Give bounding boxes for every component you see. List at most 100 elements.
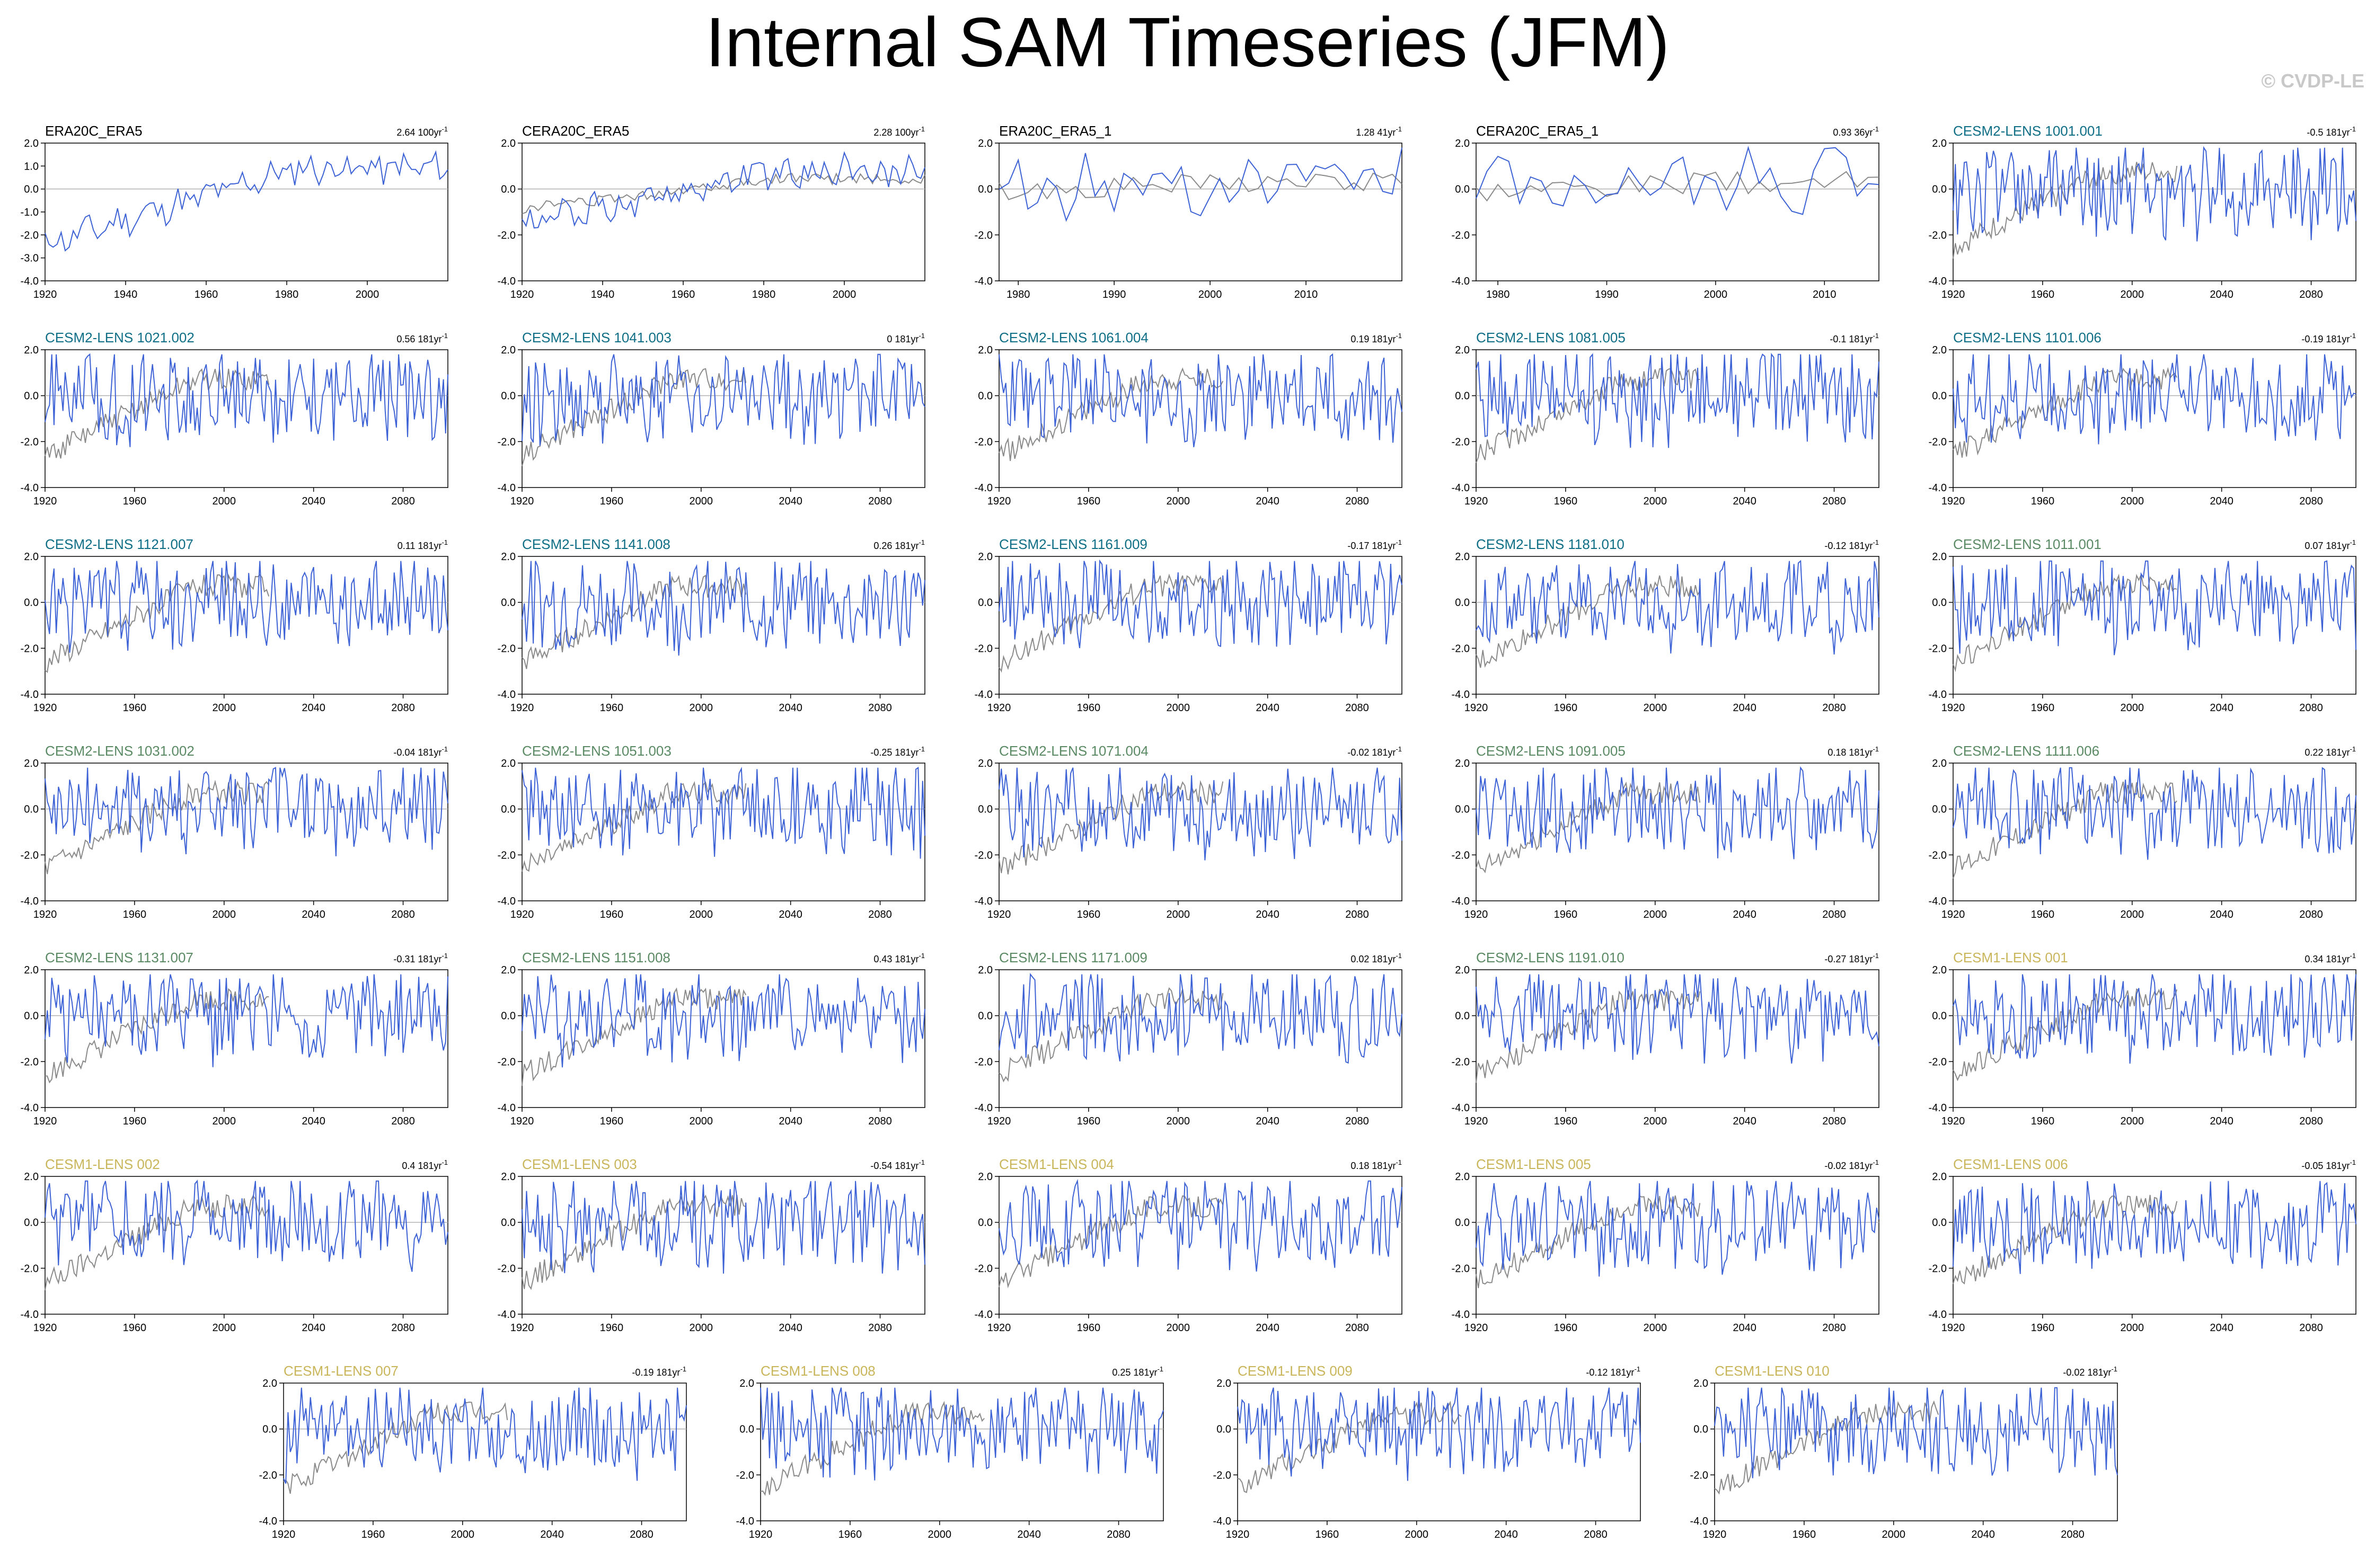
sam-panel: CESM2-LENS 1001.001 -0.5 181yr-1 -4.0 -2.0 0… (1929, 123, 2356, 300)
y-tick-label: -4.0 (259, 1516, 277, 1527)
panel-title: CESM2-LENS 1061.004 (999, 330, 1149, 346)
x-tick-label: 1960 (600, 1322, 624, 1334)
y-tick-label: 0.0 (501, 391, 516, 402)
sam-panel: CESM2-LENS 1041.003 0 181yr-1 -4.0 -2.0 0.0 2… (498, 330, 925, 507)
y-tick-label: -4.0 (1452, 896, 1470, 907)
x-tick-label: 1960 (2031, 1115, 2055, 1127)
model-series-line (45, 1180, 448, 1272)
panel-title: CESM1-LENS 007 (284, 1363, 399, 1379)
x-tick-label: 2080 (868, 909, 892, 920)
y-tick-label: 0.0 (24, 1011, 39, 1022)
y-tick-label: -4.0 (975, 482, 993, 494)
y-tick-label: -2.0 (975, 643, 993, 654)
y-tick-label: 1.0 (24, 161, 39, 172)
y-tick-label: -4.0 (1452, 276, 1470, 287)
trend-label: -0.27 181yr-1 (1824, 952, 1879, 964)
sam-panel: CESM1-LENS 005 -0.02 181yr-1 -4.0 -2.0 0.0 2.… (1452, 1156, 1879, 1334)
model-series-line (45, 150, 448, 252)
y-tick-label: -4.0 (975, 276, 993, 287)
trend-label: 0.18 181yr-1 (1350, 1158, 1402, 1171)
plot-frame (1714, 1383, 2118, 1521)
x-tick-label: 2000 (2121, 702, 2144, 714)
x-tick-label: 1920 (1464, 702, 1488, 714)
x-tick-label: 2000 (1644, 702, 1667, 714)
panel-title: CESM1-LENS 002 (45, 1156, 160, 1172)
y-tick-label: 2.0 (1932, 344, 1947, 356)
x-tick-label: 2080 (868, 1115, 892, 1127)
x-tick-label: 2000 (1167, 702, 1190, 714)
y-tick-label: -2.0 (21, 229, 39, 241)
trend-label: 0.34 181yr-1 (2305, 952, 2356, 964)
x-tick-label: 1920 (1941, 702, 1965, 714)
panel-title: CESM2-LENS 1051.003 (522, 743, 672, 759)
y-tick-label: -4.0 (21, 482, 39, 494)
x-tick-label: 2000 (213, 702, 236, 714)
plot-frame (522, 349, 925, 488)
y-tick-label: 0.0 (501, 597, 516, 609)
y-tick-label: 2.0 (501, 964, 516, 976)
panel-title: CESM2-LENS 1011.001 (1953, 536, 2102, 552)
x-tick-label: 1960 (1554, 909, 1578, 920)
x-tick-label: 2080 (391, 702, 415, 714)
y-tick-label: 2.0 (1932, 1171, 1947, 1183)
trend-label: -0.54 181yr-1 (870, 1158, 925, 1171)
panel-title: CESM2-LENS 1031.002 (45, 743, 195, 759)
panel-title: CESM2-LENS 1081.005 (1476, 330, 1626, 346)
sam-panel: CESM2-LENS 1061.004 0.19 181yr-1 -4.0 -2.0 0… (975, 330, 1402, 507)
x-tick-label: 2040 (779, 702, 802, 714)
x-tick-label: 2010 (1813, 289, 1837, 300)
panel-title: CESM2-LENS 1171.009 (999, 950, 1147, 965)
x-tick-label: 2040 (1733, 495, 1756, 507)
x-tick-label: 1920 (749, 1529, 773, 1540)
model-series-line (999, 972, 1402, 1064)
y-tick-label: -2.0 (1452, 849, 1470, 861)
y-tick-label: 0.0 (1932, 184, 1947, 196)
y-tick-label: 0.0 (1455, 804, 1470, 816)
x-tick-label: 2080 (2299, 702, 2323, 714)
panel-title: CESM2-LENS 1021.002 (45, 330, 195, 346)
sam-panel: ERA20C_ERA5 2.64 100yr-1 -4.0 -3.0 -2.0 -1.0 0… (21, 123, 448, 300)
model-series-line (45, 561, 448, 653)
y-tick-label: -2.0 (975, 1263, 993, 1274)
plot-frame (760, 1383, 1164, 1521)
y-tick-label: -4.0 (21, 1309, 39, 1321)
sam-panel: CESM2-LENS 1051.003 -0.25 181yr-1 -4.0 -2.0… (498, 743, 925, 920)
y-tick-label: 2.0 (1455, 964, 1470, 976)
x-tick-label: 1960 (838, 1529, 862, 1540)
y-tick-label: 0.0 (1455, 1217, 1470, 1229)
x-tick-label: 1920 (510, 289, 534, 300)
trend-label: -0.05 181yr-1 (2301, 1158, 2356, 1171)
panel-title: CESM2-LENS 1161.009 (999, 536, 1147, 552)
trend-label: -0.04 181yr-1 (393, 745, 448, 758)
x-tick-label: 2040 (2210, 495, 2233, 507)
y-tick-label: 0.0 (24, 597, 39, 609)
observed-series-line (999, 779, 1224, 875)
x-tick-label: 2000 (1167, 495, 1190, 507)
x-tick-label: 2080 (391, 495, 415, 507)
y-tick-label: 0.0 (978, 804, 993, 816)
panel-title: CESM2-LENS 1041.003 (522, 330, 672, 346)
trend-label: 0.93 36yr-1 (1833, 125, 1879, 138)
x-tick-label: 1960 (2031, 702, 2055, 714)
x-tick-label: 2000 (356, 289, 379, 300)
x-tick-label: 1920 (1464, 495, 1488, 507)
sam-panel: CESM1-LENS 010 -0.02 181yr-1 -4.0 -2.0 0.0 2.… (1690, 1363, 2118, 1540)
x-tick-label: 1960 (1793, 1529, 1816, 1540)
observed-series-line (999, 987, 1224, 1083)
observed-series-line (999, 1195, 1224, 1289)
plot-frame (1953, 1176, 2356, 1315)
plot-frame (522, 556, 925, 695)
observed-series-line (522, 574, 747, 669)
trend-label: 0 181yr-1 (887, 332, 925, 344)
y-tick-label: -2.0 (498, 1263, 516, 1274)
y-tick-label: -4.0 (975, 1102, 993, 1114)
trend-label: 0.25 181yr-1 (1112, 1365, 1163, 1378)
y-tick-label: -4.0 (498, 1309, 516, 1321)
sam-panel: CESM1-LENS 009 -0.12 181yr-1 -4.0 -2.0 0.0 2.… (1213, 1363, 1641, 1540)
sam-panel: CESM2-LENS 1031.002 -0.04 181yr-1 -4.0 -2.0… (21, 743, 448, 920)
x-tick-label: 1980 (1006, 289, 1030, 300)
plot-frame (999, 1176, 1402, 1315)
y-tick-label: 0.0 (1455, 1011, 1470, 1022)
panel-title: CESM1-LENS 001 (1953, 950, 2068, 965)
observed-series-line (999, 172, 1402, 200)
